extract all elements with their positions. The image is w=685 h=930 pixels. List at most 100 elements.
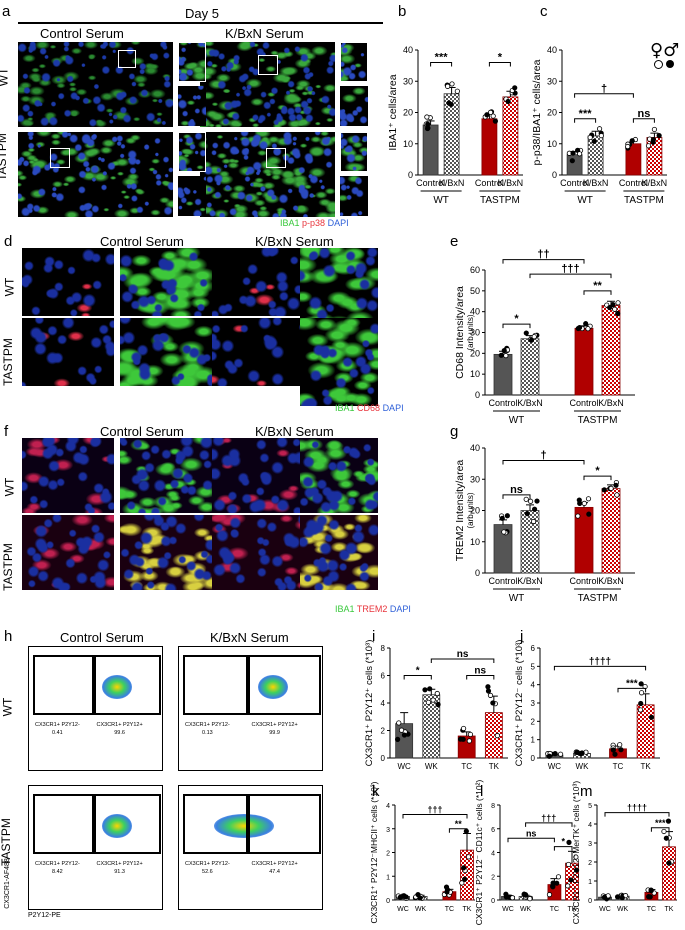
gate-neg <box>183 794 249 854</box>
point-i <box>405 731 411 737</box>
point-j <box>638 700 644 707</box>
micrograph-f-4 <box>22 515 114 590</box>
bar-c-3 <box>646 137 663 176</box>
gate-pos-label: CX3CR1+ P2Y12+ 91.3 <box>96 861 143 875</box>
point-e <box>504 347 511 353</box>
bar-m-3 <box>662 846 676 901</box>
inset-frame-a2 <box>340 42 368 82</box>
point-c <box>651 126 658 133</box>
sig-bracket-k <box>448 828 468 833</box>
point-k <box>395 893 401 899</box>
point-c <box>647 136 653 142</box>
point-m <box>646 894 652 900</box>
female-dot-icon <box>654 60 663 69</box>
xtick-label-i: TC <box>461 762 472 771</box>
gate-neg <box>33 794 94 854</box>
panel-letter-g: g <box>450 423 459 440</box>
bar-e-0 <box>493 353 513 396</box>
point-b <box>509 87 515 94</box>
point-m <box>651 890 657 896</box>
xtick-label-l: TC <box>550 906 559 913</box>
point-e <box>532 332 538 339</box>
point-b <box>427 115 433 121</box>
point-l <box>565 861 572 868</box>
inset-frame-a3 <box>178 132 206 172</box>
gate-pos-label: CX3CR1+ P2Y12+ 47.4 <box>251 861 298 875</box>
group-label-g: WT <box>509 593 525 604</box>
sig-label-c: *** <box>579 108 593 120</box>
point-k <box>465 854 472 860</box>
xtick-label-l: WK <box>520 906 532 913</box>
micrograph-a-wt-kbxn <box>200 42 335 127</box>
point-g <box>531 506 538 512</box>
panel-h-xaxis: P2Y12-PE <box>28 912 61 919</box>
point-g <box>613 482 619 488</box>
sig-label-c: ns <box>637 108 650 120</box>
point-i <box>460 736 466 742</box>
point-l <box>506 894 512 900</box>
ytick-label-j: 1 <box>531 736 536 745</box>
point-g <box>614 492 620 498</box>
point-l <box>573 854 579 860</box>
sig-label-g: † <box>540 450 546 462</box>
point-k <box>412 895 419 901</box>
group-label-b: TASTPM <box>480 195 520 206</box>
micrograph-d-5 <box>120 318 212 386</box>
micrograph-a-inset-4 <box>178 132 206 172</box>
sig-bracket-l <box>507 837 555 843</box>
xtick-label-j: WK <box>576 762 590 771</box>
point-k <box>417 895 423 901</box>
point-b <box>446 100 452 106</box>
sig-label-i: ns <box>474 666 486 677</box>
point-e <box>607 304 613 311</box>
point-k <box>418 893 424 900</box>
xtick-label-i: WC <box>397 762 411 771</box>
bar-k-1 <box>413 896 428 901</box>
panel-a-col2: K/BxN Serum <box>225 26 304 41</box>
point-b <box>444 82 450 88</box>
group-label-c: TASTPM <box>624 195 664 206</box>
bar-l-3 <box>565 862 579 901</box>
ytick-label-e: 0 <box>475 390 480 400</box>
ytick-label-c: 20 <box>547 108 557 118</box>
point-g <box>607 485 613 492</box>
bar-l-0 <box>501 896 515 901</box>
micrograph-a-tastpm-kbxn <box>200 132 335 217</box>
bar-b-3 <box>502 96 519 176</box>
point-e <box>504 345 510 351</box>
ytick-label-e: 60 <box>470 265 480 275</box>
point-g <box>577 500 583 506</box>
point-i <box>425 699 432 705</box>
panel-d-row1: WT <box>2 277 17 297</box>
panel-h-yaxis: CX3CR1-AF488 <box>3 858 11 909</box>
micrograph-d-6 <box>212 318 304 386</box>
point-e <box>587 323 593 329</box>
point-b <box>512 90 518 96</box>
point-e <box>528 337 535 343</box>
point-g <box>581 500 587 506</box>
bar-k-0 <box>396 896 410 901</box>
ytick-label-e: 50 <box>470 286 480 296</box>
ytick-label-e: 10 <box>470 369 480 379</box>
sig-label-k: ** <box>455 819 463 829</box>
point-b <box>487 109 494 115</box>
xtick-label-i: WK <box>425 762 439 771</box>
point-j <box>642 683 648 690</box>
point-j <box>578 750 584 757</box>
point-k <box>401 893 407 899</box>
xtick-label-m: WK <box>617 906 629 913</box>
point-m <box>661 828 667 835</box>
ytick-label-i: 0 <box>381 754 386 763</box>
point-c <box>632 136 638 143</box>
group-label-e: WT <box>509 415 525 426</box>
point-i <box>487 692 494 698</box>
point-g <box>503 530 509 536</box>
panel-letter-b: b <box>398 3 407 20</box>
point-m <box>666 835 672 841</box>
sig-bracket-c <box>574 118 597 123</box>
bar-c-2 <box>625 143 642 176</box>
point-m <box>619 892 625 898</box>
point-c <box>569 158 575 164</box>
bar-i-2 <box>457 735 476 759</box>
point-k <box>413 894 419 900</box>
